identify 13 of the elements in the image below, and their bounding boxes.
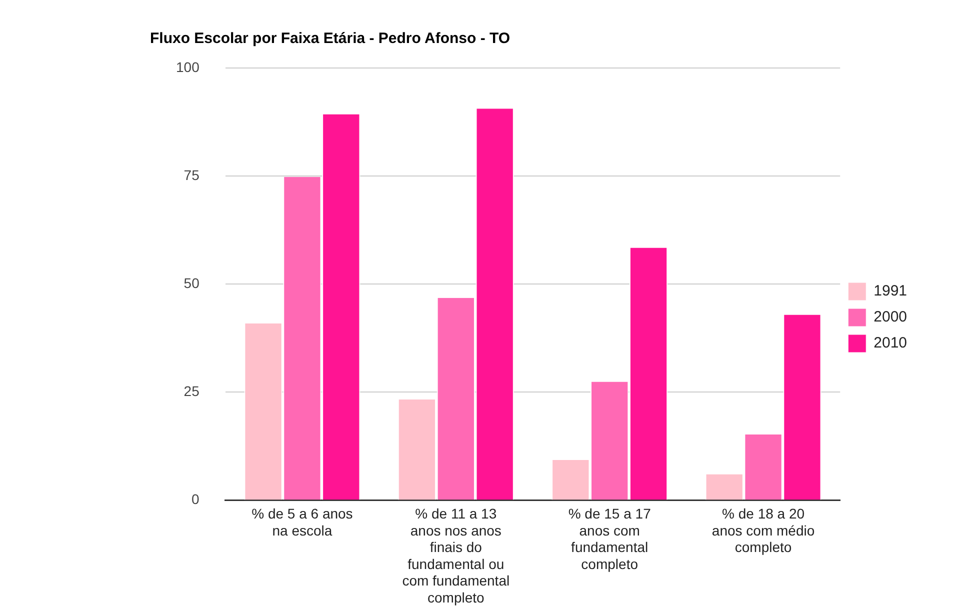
legend-label: 1991: [874, 282, 908, 300]
legend-label: 2010: [874, 334, 908, 352]
x-tick-label: % de 11 a 13 anos nos anos finais do fundamental ou com fundamental completo: [402, 505, 510, 606]
y-tick-label: 0: [192, 491, 200, 508]
legend-label: 2000: [874, 308, 908, 326]
y-tick-label: 50: [184, 274, 200, 291]
x-tick-label: % de 15 a 17 anos com fundamental completo: [568, 505, 652, 572]
y-tick-label: 100: [176, 58, 200, 75]
y-tick-label: 75: [184, 166, 200, 183]
x-tick-label: % de 5 a 6 anos na escola: [252, 505, 353, 538]
chart-title: Fluxo Escolar por Faixa Etária - Pedro Afonso - TO: [150, 30, 510, 48]
x-tick-label: % de 18 a 20 anos com médio completo: [712, 505, 815, 556]
y-tick-label: 25: [184, 383, 200, 400]
